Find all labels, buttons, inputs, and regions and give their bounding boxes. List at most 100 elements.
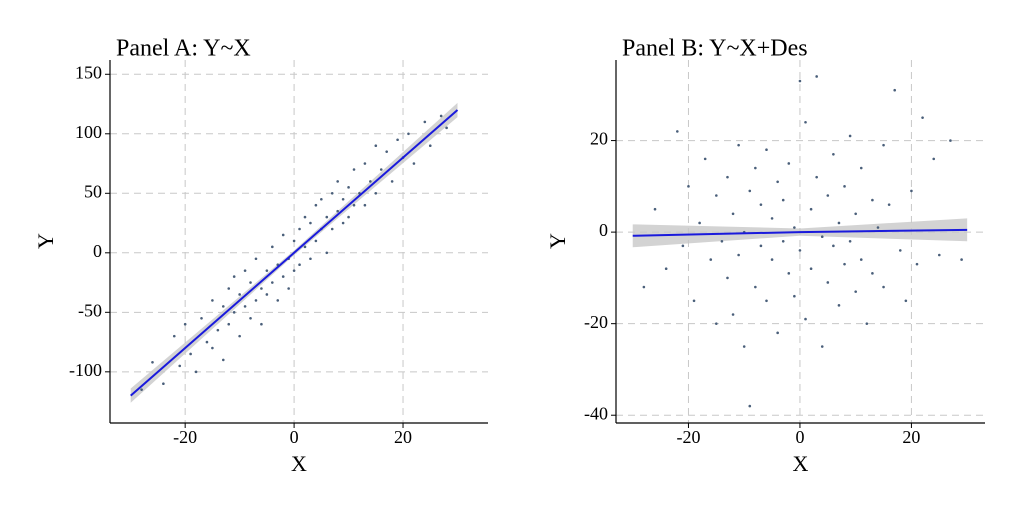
point bbox=[921, 116, 924, 119]
point bbox=[287, 287, 290, 290]
point bbox=[407, 132, 410, 136]
point bbox=[227, 322, 231, 326]
point bbox=[276, 299, 280, 302]
point bbox=[898, 249, 902, 252]
point bbox=[189, 352, 192, 356]
point bbox=[720, 239, 724, 243]
point bbox=[726, 276, 729, 280]
point bbox=[221, 358, 225, 362]
point bbox=[200, 316, 203, 320]
point bbox=[325, 215, 329, 219]
point bbox=[260, 322, 263, 326]
point bbox=[369, 180, 372, 183]
y-tick-label: 50 bbox=[84, 181, 102, 201]
point bbox=[809, 267, 813, 271]
point bbox=[374, 144, 378, 147]
point bbox=[243, 305, 247, 308]
point bbox=[314, 239, 318, 243]
point bbox=[854, 290, 857, 293]
point bbox=[281, 233, 285, 237]
point bbox=[162, 382, 165, 386]
point bbox=[211, 346, 214, 350]
point bbox=[781, 239, 785, 243]
point bbox=[820, 235, 824, 238]
point bbox=[754, 166, 757, 170]
point bbox=[336, 209, 339, 213]
point bbox=[292, 239, 296, 243]
point bbox=[238, 293, 241, 296]
panel-title: Panel A: Y~X bbox=[116, 36, 251, 62]
point bbox=[742, 345, 746, 348]
point bbox=[298, 263, 301, 267]
point bbox=[859, 166, 863, 170]
point bbox=[737, 253, 740, 257]
point bbox=[390, 180, 394, 183]
y-tick-label: 20 bbox=[590, 129, 608, 149]
fit-line bbox=[130, 109, 459, 397]
point bbox=[815, 75, 818, 78]
y-axis-label: Y bbox=[33, 233, 58, 249]
point bbox=[949, 139, 952, 142]
point bbox=[385, 150, 388, 153]
point bbox=[194, 370, 198, 374]
point bbox=[882, 143, 885, 147]
point bbox=[837, 304, 841, 307]
point bbox=[396, 138, 399, 142]
point bbox=[915, 262, 919, 266]
fit-line bbox=[632, 228, 968, 237]
point bbox=[904, 299, 908, 303]
y-axis-label: Y bbox=[545, 233, 570, 249]
point bbox=[876, 226, 880, 229]
y-tick-label: -20 bbox=[584, 312, 608, 332]
point bbox=[826, 281, 830, 284]
y-tick-label: 100 bbox=[75, 122, 102, 142]
point bbox=[826, 194, 830, 197]
point bbox=[254, 299, 258, 302]
point bbox=[151, 361, 154, 364]
point bbox=[837, 221, 841, 225]
point bbox=[820, 345, 824, 348]
point bbox=[793, 226, 796, 229]
x-tick-label: 20 bbox=[902, 427, 920, 447]
point bbox=[341, 197, 345, 201]
point bbox=[703, 157, 707, 161]
point bbox=[309, 221, 312, 225]
point bbox=[681, 244, 685, 248]
point bbox=[352, 168, 356, 171]
point bbox=[692, 299, 696, 303]
point bbox=[320, 197, 323, 201]
point bbox=[341, 221, 345, 225]
point bbox=[249, 281, 252, 284]
y-tick-label: 0 bbox=[599, 220, 608, 240]
point bbox=[271, 245, 274, 249]
point bbox=[754, 285, 757, 289]
point bbox=[676, 130, 679, 133]
point bbox=[848, 134, 852, 138]
point bbox=[412, 162, 416, 165]
point bbox=[859, 258, 863, 261]
point bbox=[698, 221, 701, 225]
y-tick-label: 150 bbox=[75, 62, 102, 82]
point bbox=[172, 334, 176, 338]
point bbox=[653, 207, 657, 211]
point bbox=[265, 293, 269, 296]
point bbox=[960, 258, 963, 261]
point bbox=[687, 185, 690, 188]
point bbox=[871, 272, 874, 275]
point bbox=[798, 249, 802, 252]
point bbox=[726, 175, 729, 179]
point bbox=[793, 294, 796, 298]
point bbox=[843, 185, 846, 188]
point bbox=[776, 331, 779, 335]
point bbox=[804, 317, 807, 321]
x-tick-label: 0 bbox=[795, 427, 804, 447]
point bbox=[848, 239, 852, 243]
point bbox=[363, 162, 367, 165]
point bbox=[731, 212, 735, 216]
point bbox=[330, 227, 334, 231]
x-tick-label: -20 bbox=[173, 427, 197, 447]
point bbox=[254, 257, 258, 261]
point bbox=[809, 207, 813, 211]
point bbox=[271, 281, 274, 284]
y-tick-label: -100 bbox=[69, 360, 102, 380]
